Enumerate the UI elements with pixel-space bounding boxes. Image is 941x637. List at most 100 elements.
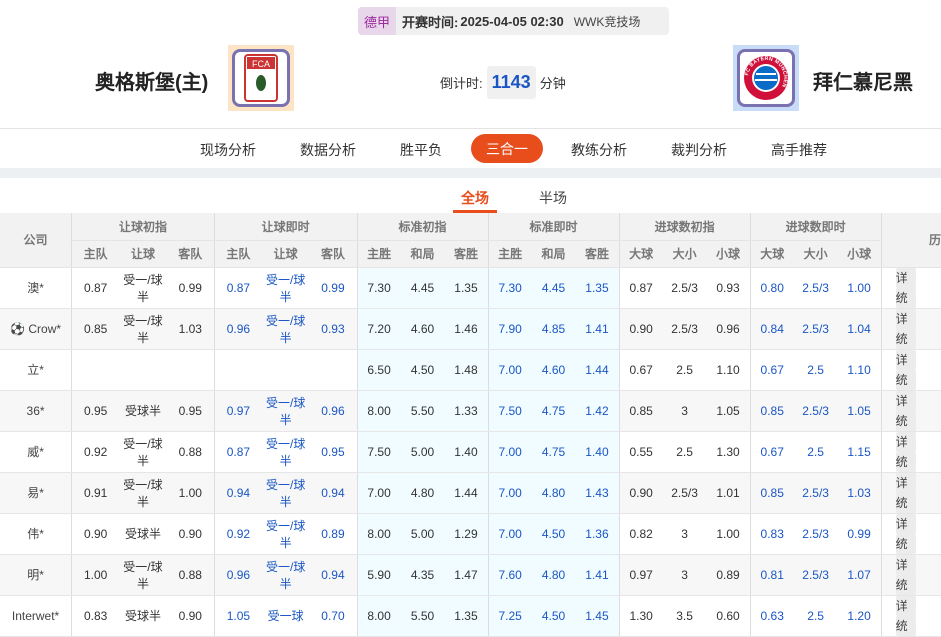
odds-cell: 1.41 — [575, 554, 620, 596]
detail-button[interactable]: 详 — [895, 472, 916, 493]
odds-cell: 2.5/3 — [662, 308, 707, 350]
odds-cell: 1.29 — [444, 513, 489, 555]
odds-cell: 2.5/3 — [662, 267, 707, 309]
odds-cell: 1.36 — [575, 513, 620, 555]
detail-button[interactable]: 详 — [895, 349, 916, 370]
odds-table: 公司 让球初指 让球即时 标准初指 标准即时 进球数初指 进球数即时 历 主队让… — [0, 213, 941, 637]
company-name[interactable]: 立* — [0, 349, 72, 391]
nav-three-in-one[interactable]: 三合一 — [471, 134, 543, 163]
odds-cell: 0.55 — [618, 431, 663, 473]
odds-cell: 7.20 — [356, 308, 401, 350]
tab-full-time[interactable]: 全场 — [461, 190, 489, 206]
company-name[interactable]: 澳* — [0, 267, 72, 309]
odds-cell: 0.85 — [618, 390, 663, 432]
bayern-crest-icon: FC BAYERN MÜNCHEN — [744, 56, 788, 100]
odds-cell: 8.00 — [356, 390, 401, 432]
odds-cell: 7.00 — [487, 472, 532, 514]
stats-button[interactable]: 统 — [895, 451, 916, 472]
subheader: 客胜 — [575, 240, 620, 268]
company-name[interactable]: ⚽ Crow* — [0, 308, 72, 350]
odds-cell: 0.96 — [706, 308, 751, 350]
odds-cell: 0.94 — [309, 554, 358, 596]
odds-cell: 0.91 — [71, 472, 120, 514]
odds-cell: 4.75 — [531, 390, 576, 432]
odds-cell: 0.90 — [618, 472, 663, 514]
odds-cell: 受一/球半 — [261, 308, 310, 350]
away-team-name[interactable]: 拜仁慕尼黑 — [813, 72, 913, 94]
odds-cell: 1.07 — [837, 554, 882, 596]
company-name[interactable]: 伟* — [0, 513, 72, 555]
nav-expert-picks[interactable]: 高手推荐 — [771, 142, 827, 158]
company-name[interactable]: 威* — [0, 431, 72, 473]
odds-cell: 0.85 — [749, 472, 794, 514]
stats-button[interactable]: 统 — [895, 492, 916, 513]
company-name[interactable]: 36* — [0, 390, 72, 432]
odds-cell: 1.47 — [444, 554, 489, 596]
odds-cell: 受一/球半 — [119, 308, 167, 350]
stats-button[interactable]: 统 — [895, 328, 916, 349]
odds-cell: 5.50 — [400, 595, 445, 637]
odds-cell: 0.60 — [706, 595, 751, 637]
company-name[interactable]: 明* — [0, 554, 72, 596]
odds-cell: 1.35 — [444, 595, 489, 637]
odds-cell: 0.85 — [749, 390, 794, 432]
odds-cell: 5.50 — [400, 390, 445, 432]
odds-cell: 1.40 — [444, 431, 489, 473]
odds-cell: 2.5/3 — [662, 472, 707, 514]
stats-button[interactable]: 统 — [895, 410, 916, 431]
header-totals-live: 进球数即时 — [749, 213, 882, 241]
odds-cell: 受一/球半 — [261, 390, 310, 432]
odds-cell: 0.63 — [749, 595, 794, 637]
odds-cell: 0.90 — [71, 513, 120, 555]
league-badge[interactable]: 德甲 — [358, 7, 396, 35]
odds-cell: 3 — [662, 513, 707, 555]
detail-button[interactable]: 详 — [895, 267, 916, 288]
nav-win-draw-lose[interactable]: 胜平负 — [400, 142, 442, 158]
stats-button[interactable]: 统 — [895, 615, 916, 636]
stats-button[interactable]: 统 — [895, 533, 916, 554]
odds-cell: 1.05 — [213, 595, 262, 637]
odds-cell: 4.60 — [400, 308, 445, 350]
odds-cell: 2.5 — [793, 595, 838, 637]
nav-referee-analysis[interactable]: 裁判分析 — [671, 142, 727, 158]
detail-button[interactable]: 详 — [895, 595, 916, 616]
subheader: 主队 — [71, 240, 120, 268]
odds-cell: 4.45 — [400, 267, 445, 309]
away-team-logo[interactable]: FC BAYERN MÜNCHEN — [733, 45, 799, 111]
countdown: 倒计时: 1143 分钟 — [440, 66, 566, 99]
odds-cell: 0.97 — [618, 554, 663, 596]
odds-cell: 4.45 — [531, 267, 576, 309]
home-team-logo[interactable]: FCA — [228, 45, 294, 111]
nav-data-analysis[interactable]: 数据分析 — [300, 142, 356, 158]
company-name[interactable]: Interwet* — [0, 595, 72, 637]
detail-button[interactable]: 详 — [895, 431, 916, 452]
odds-cell: 1.33 — [444, 390, 489, 432]
table-row: 36* 0.95 受球半 0.95 0.97 受一/球半 0.96 8.00 5.50 1.33 7… — [0, 390, 941, 432]
nav-live-analysis[interactable]: 现场分析 — [200, 142, 256, 158]
stats-button[interactable]: 统 — [895, 287, 916, 308]
odds-cell: 0.90 — [166, 595, 215, 637]
odds-cell: 受球半 — [119, 595, 167, 637]
detail-button[interactable]: 详 — [895, 308, 916, 329]
odds-cell: 0.81 — [749, 554, 794, 596]
odds-cell: 0.99 — [837, 513, 882, 555]
detail-button[interactable]: 详 — [895, 390, 916, 411]
odds-cell: 1.30 — [706, 431, 751, 473]
company-label: 36* — [26, 403, 45, 418]
home-team-name[interactable]: 奥格斯堡(主) — [95, 72, 209, 94]
stats-button[interactable]: 统 — [895, 369, 916, 390]
analysis-nav: 现场分析 数据分析 胜平负 三合一 教练分析 裁判分析 高手推荐 — [0, 128, 941, 168]
detail-button[interactable]: 详 — [895, 513, 916, 534]
company-label: 立* — [27, 363, 44, 377]
odds-cell: 0.99 — [309, 267, 358, 309]
detail-button[interactable]: 详 — [895, 554, 916, 575]
company-name[interactable]: 易* — [0, 472, 72, 514]
odds-cell: 2.5 — [793, 349, 838, 391]
subheader: 客队 — [166, 240, 215, 268]
odds-cell: 2.5/3 — [793, 554, 838, 596]
tab-half-time[interactable]: 半场 — [539, 190, 567, 206]
actions-cell: 详统 — [880, 513, 941, 555]
subheader: 和局 — [400, 240, 445, 268]
nav-coach-analysis[interactable]: 教练分析 — [571, 142, 627, 158]
odds-cell: 0.92 — [71, 431, 120, 473]
